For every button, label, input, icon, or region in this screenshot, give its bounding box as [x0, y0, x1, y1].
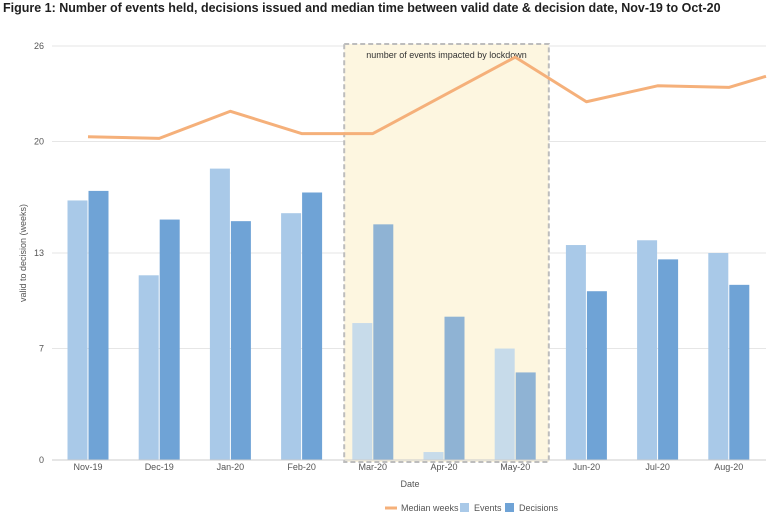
legend-label: Decisions: [519, 503, 559, 513]
bar-events: [138, 275, 159, 460]
bar-events: [565, 245, 586, 460]
bars: [67, 168, 750, 460]
bar-events: [209, 168, 230, 460]
bar-events: [423, 452, 444, 460]
y-tick-label: 20: [34, 137, 44, 147]
x-tick-label: Dec-19: [145, 462, 174, 472]
bar-decisions: [230, 221, 251, 460]
bar-decisions: [88, 190, 109, 460]
x-tick-label: Jul-20: [645, 462, 670, 472]
y-tick-label: 7: [39, 344, 44, 354]
bar-events: [708, 253, 729, 460]
x-tick-label: Aug-20: [714, 462, 743, 472]
bar-decisions: [729, 284, 750, 460]
bar-decisions: [373, 224, 394, 460]
x-tick-label: Apr-20: [430, 462, 457, 472]
bar-events: [352, 323, 373, 460]
bar-decisions: [658, 259, 679, 460]
legend-label: Median weeks: [401, 503, 459, 513]
x-tick-label: Mar-20: [359, 462, 388, 472]
median-line-group: [87, 55, 767, 140]
bar-events: [67, 200, 88, 460]
bar-events: [281, 213, 302, 460]
legend-swatch-events: [460, 503, 469, 512]
x-tick-label: May-20: [500, 462, 530, 472]
x-tick-label: Feb-20: [287, 462, 316, 472]
median-line: [87, 55, 767, 140]
x-tick-label: Jun-20: [573, 462, 601, 472]
lockdown-annotation: number of events impacted by lockdown: [366, 50, 527, 60]
x-axis-title: Date: [400, 479, 419, 489]
x-tick-label: Nov-19: [73, 462, 102, 472]
legend-label: Events: [474, 503, 502, 513]
bar-decisions: [302, 192, 323, 460]
x-axis-ticks: Nov-19 Dec-19 Jan-20 Feb-20 Mar-20 Apr-20 May-…: [73, 462, 743, 472]
y-axis-title: valid to decision (weeks): [18, 204, 28, 302]
bar-decisions: [159, 219, 180, 460]
x-tick-label: Jan-20: [217, 462, 245, 472]
legend-swatch-decisions: [505, 503, 514, 512]
y-axis-ticks: 0 7 13 20 26: [34, 41, 44, 465]
legend: Median weeks Events Decisions: [385, 503, 559, 513]
y-tick-label: 13: [34, 248, 44, 258]
y-tick-label: 0: [39, 455, 44, 465]
y-tick-label: 26: [34, 41, 44, 51]
figure-title: Figure 1: Number of events held, decisio…: [3, 1, 721, 15]
bar-events: [494, 348, 515, 460]
bar-decisions: [515, 372, 536, 460]
bar-decisions: [586, 291, 607, 460]
bar-decisions: [444, 316, 465, 460]
bar-events: [637, 240, 658, 460]
